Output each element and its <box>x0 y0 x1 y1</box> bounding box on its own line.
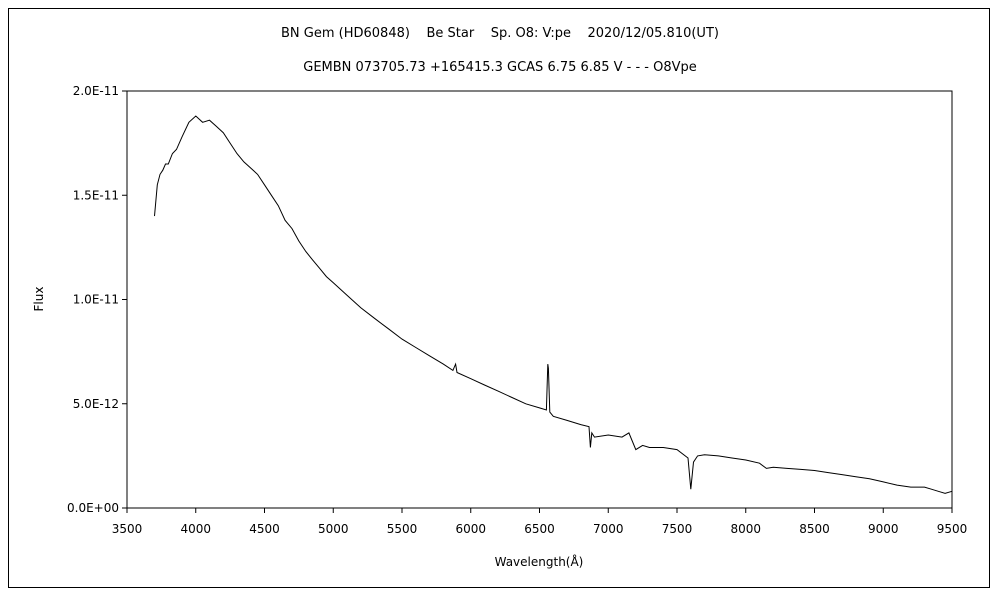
y-tick-label: 2.0E-11 <box>73 84 119 98</box>
x-tick-label: 6500 <box>524 522 555 536</box>
y-axis-title: Flux <box>32 287 46 312</box>
x-tick-label: 7000 <box>593 522 624 536</box>
x-tick-label: 8500 <box>799 522 830 536</box>
y-tick-label: 5.0E-12 <box>73 397 119 411</box>
spectrum-line <box>154 115 953 494</box>
x-tick-label: 5500 <box>387 522 418 536</box>
x-axis-title: Wavelength(Å) <box>495 554 584 569</box>
chart-subtitle: GEMBN 073705.73 +165415.3 GCAS 6.75 6.85… <box>303 60 697 75</box>
x-tick-label: 9000 <box>868 522 899 536</box>
y-tick-label: 1.0E-11 <box>73 293 119 307</box>
x-tick-label: 6000 <box>455 522 486 536</box>
y-tick-label: 0.0E+00 <box>67 501 119 515</box>
x-tick-label: 9500 <box>937 522 968 536</box>
x-tick-label: 3500 <box>112 522 143 536</box>
chart-frame <box>8 8 990 588</box>
x-tick-label: 4000 <box>180 522 211 536</box>
y-tick-label: 1.5E-11 <box>73 188 119 202</box>
x-tick-label: 4500 <box>249 522 280 536</box>
x-tick-label: 8000 <box>730 522 761 536</box>
chart-title: BN Gem (HD60848) Be Star Sp. O8: V:pe 20… <box>281 26 719 41</box>
x-tick-label: 7500 <box>662 522 693 536</box>
plot-area <box>126 90 953 509</box>
x-tick-label: 5000 <box>318 522 349 536</box>
